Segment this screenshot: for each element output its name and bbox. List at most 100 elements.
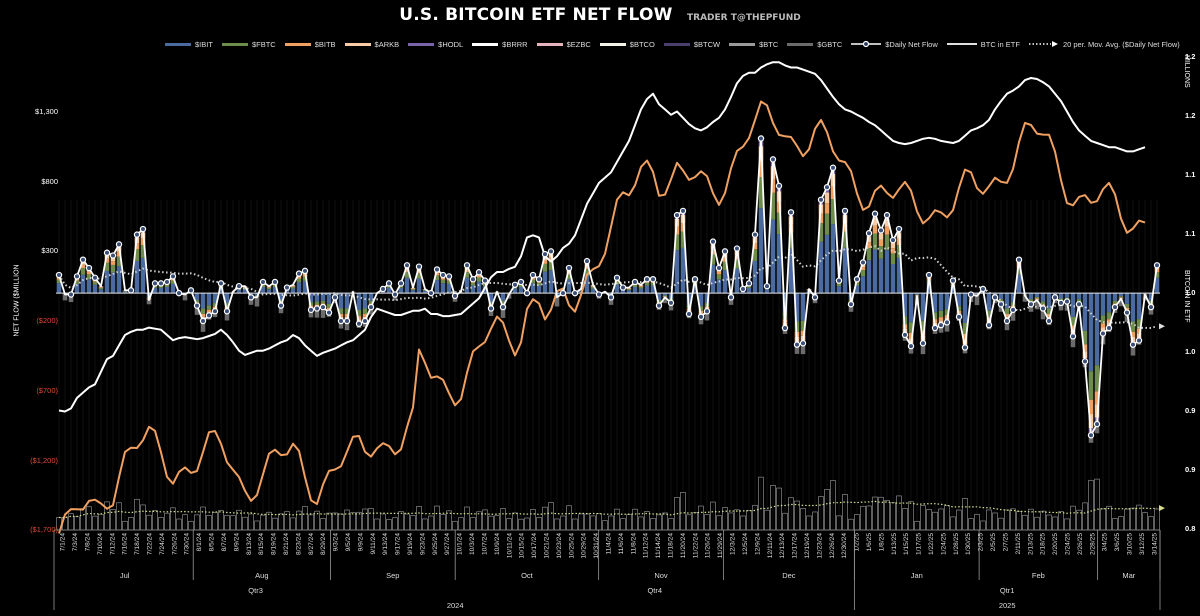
date-tick-label: 11/18/24 xyxy=(668,533,675,559)
daily-net-flow-point xyxy=(733,245,741,252)
legend-item: $GBTC xyxy=(787,40,842,49)
legend-label: $BTCO xyxy=(629,39,655,49)
date-tick-label: 7/1/24 xyxy=(60,533,67,552)
daily-net-flow-point xyxy=(139,225,147,233)
flow-bar-segment xyxy=(860,270,866,277)
date-tick-label: 10/7/24 xyxy=(481,533,488,555)
quarter-label: Qtr4 xyxy=(647,586,662,595)
flow-bar-segment xyxy=(944,293,950,310)
flow-bar-segment xyxy=(296,276,302,279)
date-tick-label: 10/25/24 xyxy=(568,533,575,559)
month-label: Sep xyxy=(386,571,399,580)
right-tick-label: 1.2 xyxy=(1185,111,1196,120)
flow-bar-segment xyxy=(710,264,716,294)
daily-net-flow-point xyxy=(193,302,201,309)
legend-item: $ARKB xyxy=(344,39,400,49)
flow-bar-segment xyxy=(1094,293,1100,366)
flow-bar-segment xyxy=(1100,323,1106,328)
daily-net-flow-point xyxy=(919,340,927,347)
flow-bar-segment xyxy=(956,306,962,311)
flow-bar-segment xyxy=(824,203,830,214)
legend-dotted-arrow xyxy=(1028,41,1058,47)
flow-bar-segment xyxy=(362,293,368,309)
daily-net-flow-point xyxy=(151,280,159,287)
volume-ma-arrow xyxy=(1159,505,1165,512)
flow-bar-segment xyxy=(434,272,440,276)
legend-item: $BTC xyxy=(729,40,778,49)
flow-bar-segment xyxy=(1058,298,1064,301)
flow-bar-segment xyxy=(440,277,446,280)
flow-bar-segment xyxy=(1082,293,1088,331)
daily-net-flow-point xyxy=(853,276,861,283)
daily-net-flow-point xyxy=(583,257,591,265)
flow-bar-segment xyxy=(1016,274,1022,294)
flow-bar-segment xyxy=(716,279,722,294)
flow-bar-segment xyxy=(416,273,422,279)
date-tick-label: 2/11/25 xyxy=(1015,533,1022,555)
daily-net-flow-point xyxy=(607,294,615,301)
flow-bar-segment xyxy=(464,277,470,294)
daily-net-flow-point xyxy=(343,317,351,325)
daily-net-flow-point xyxy=(781,324,789,332)
flow-bar-segment xyxy=(854,282,860,286)
flow-bar-segment xyxy=(1118,296,1124,298)
flow-bar-segment xyxy=(938,317,944,321)
flow-bar-segment xyxy=(626,288,632,289)
date-tick-label: 9/19/24 xyxy=(407,533,414,555)
flow-bar-segment xyxy=(1154,272,1160,278)
flow-bar-segment xyxy=(824,192,830,204)
flow-bar-gbtc xyxy=(308,309,314,318)
flow-bar-segment xyxy=(368,293,374,301)
flow-bar-segment xyxy=(104,258,110,263)
date-tick-label: 1/15/25 xyxy=(903,533,910,555)
flow-bar-segment xyxy=(632,284,638,288)
legend-swatch xyxy=(787,42,814,46)
date-tick-label: 11/6/24 xyxy=(618,533,625,555)
flow-bar-segment xyxy=(56,279,62,284)
flow-bar-segment xyxy=(110,264,116,273)
daily-net-flow-point xyxy=(937,321,945,329)
daily-net-flow-point xyxy=(85,264,93,272)
flow-bar-segment xyxy=(650,285,656,294)
flow-bar-segment xyxy=(680,231,686,248)
legend-swatch xyxy=(165,42,191,46)
daily-net-flow-point xyxy=(619,284,627,291)
flow-bar-segment xyxy=(170,283,176,294)
date-tick-label: 1/28/25 xyxy=(953,533,960,555)
flow-bar-segment xyxy=(482,283,488,287)
flow-bar-segment xyxy=(86,274,92,280)
flow-bar-segment xyxy=(830,186,836,200)
flow-bar-segment xyxy=(734,259,740,269)
flow-bar-segment xyxy=(362,308,368,315)
flow-bar-segment xyxy=(470,282,476,286)
daily-net-flow-point xyxy=(997,301,1005,308)
flow-bar-gbtc xyxy=(344,321,350,331)
flow-bar-segment xyxy=(320,293,326,301)
date-tick-label: 7/30/24 xyxy=(184,533,191,555)
date-tick-label: 7/10/24 xyxy=(97,533,104,555)
legend-label: $ARKB xyxy=(374,39,400,49)
flow-bar-segment xyxy=(134,249,140,261)
legend-label: $BTCW xyxy=(693,39,721,49)
flow-bar-segment xyxy=(1046,308,1052,315)
flow-bar-segment xyxy=(902,293,908,317)
daily-net-flow-point xyxy=(901,331,909,339)
date-tick-label: 11/8/24 xyxy=(630,533,637,555)
flow-bar-segment xyxy=(914,294,920,296)
flow-bar-gbtc xyxy=(974,295,980,306)
volume-bars xyxy=(56,476,1160,531)
flow-bar-segment xyxy=(500,300,506,304)
daily-net-flow-point xyxy=(1075,301,1083,308)
daily-net-flow-point xyxy=(235,282,243,290)
date-tick-label: 8/29/24 xyxy=(320,533,327,555)
flow-bar-segment xyxy=(1130,336,1136,343)
left-tick-label: ($1,700) xyxy=(30,525,58,535)
flow-bar-segment xyxy=(398,287,404,294)
daily-net-flow-point xyxy=(841,207,849,215)
month-label: Mar xyxy=(1122,571,1135,580)
month-label: Feb xyxy=(1032,571,1045,580)
daily-net-flow-point xyxy=(829,164,837,171)
date-tick-label: 10/31/24 xyxy=(593,533,600,559)
daily-net-flow-point xyxy=(541,250,549,258)
flow-bar-gbtc xyxy=(794,344,800,354)
